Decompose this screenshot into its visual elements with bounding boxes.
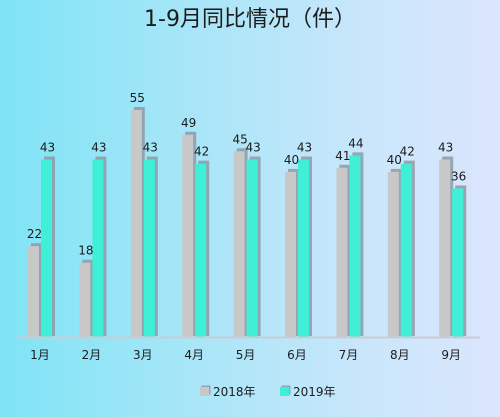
data-label: 40	[387, 153, 402, 167]
bar-2018-6	[285, 171, 296, 337]
legend-swatch	[280, 387, 289, 396]
data-label: 42	[194, 145, 209, 159]
x-tick-label: 6月	[287, 348, 307, 362]
bar-2018-8	[387, 171, 399, 337]
bar-2018-4	[182, 134, 194, 337]
legend-swatch	[200, 387, 209, 396]
bar-2018-1	[28, 246, 39, 337]
x-tick-label: 9月	[441, 348, 461, 362]
data-label: 55	[130, 91, 145, 105]
data-label: 41	[335, 149, 350, 163]
data-label: 43	[438, 141, 453, 155]
x-tick-label: 7月	[339, 348, 359, 362]
x-tick-label: 3月	[133, 348, 153, 362]
data-label: 45	[232, 132, 247, 146]
data-label: 43	[245, 141, 260, 155]
data-label: 49	[181, 116, 196, 130]
data-label: 43	[143, 141, 158, 155]
bar-2018-9	[439, 159, 451, 337]
bar-2019-8	[400, 163, 412, 337]
bar-2018-7	[336, 167, 348, 337]
bar-2018-5	[233, 151, 245, 337]
data-label: 22	[27, 227, 42, 241]
data-label: 18	[78, 244, 93, 258]
bar-2019-9	[452, 188, 464, 337]
bar-2019-3	[143, 159, 155, 337]
bar-2018-2	[79, 262, 91, 337]
data-label: 40	[284, 153, 299, 167]
x-tick-label: 5月	[236, 348, 256, 362]
x-tick-label: 2月	[82, 348, 102, 362]
bars-layer	[28, 107, 467, 337]
x-tick-label: 8月	[390, 348, 410, 362]
data-label: 43	[40, 141, 55, 155]
bar-2019-2	[92, 159, 104, 337]
data-label: 44	[348, 136, 363, 150]
bar-2019-5	[246, 159, 258, 337]
x-axis: 1月 2月 3月 4月 5月 6月 7月 8月 9月	[18, 336, 480, 362]
bar-2019-1	[41, 159, 52, 337]
bar-2019-7	[349, 155, 361, 337]
legend: 2018年 2019年	[200, 385, 336, 399]
data-label: 36	[451, 169, 466, 183]
chart-title: 1-9月同比情况（件）	[144, 7, 356, 32]
bar-2019-6	[298, 159, 309, 337]
bar-2019-4	[195, 163, 207, 337]
data-label: 43	[297, 141, 312, 155]
bar-2018-3	[130, 110, 142, 337]
data-label: 43	[91, 141, 106, 155]
x-tick-label: 4月	[184, 348, 204, 362]
x-tick-label: 1月	[30, 348, 50, 362]
data-label: 42	[400, 145, 415, 159]
legend-label: 2019年	[293, 385, 336, 399]
legend-label: 2018年	[213, 385, 256, 399]
